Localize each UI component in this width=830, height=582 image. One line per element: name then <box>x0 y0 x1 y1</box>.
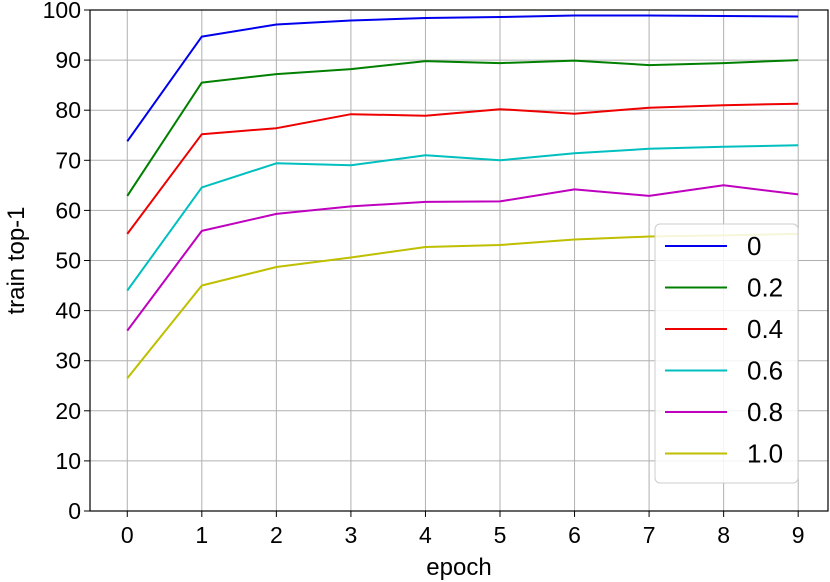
y-tick-label: 0 <box>68 498 81 524</box>
series-lines <box>126 14 799 379</box>
legend-label: 0.4 <box>747 314 783 344</box>
legend-label: 0 <box>747 231 761 261</box>
x-tick-label: 0 <box>121 522 134 548</box>
x-tick-label: 8 <box>717 522 730 548</box>
y-tick-label: 90 <box>55 47 81 73</box>
series-line-0.6 <box>126 144 799 292</box>
y-tick-label: 10 <box>55 448 81 474</box>
y-tick-label: 70 <box>55 147 81 173</box>
legend-label: 0.8 <box>747 397 783 427</box>
y-tick-label: 100 <box>43 0 81 23</box>
series-line-0.2 <box>126 59 799 197</box>
legend: 0 0.2 0.4 0.6 0.8 1.0 <box>654 223 799 484</box>
y-tick-label: 80 <box>55 97 81 123</box>
x-axis-label: epoch <box>426 554 491 581</box>
legend-label: 1.0 <box>747 439 783 469</box>
legend-label: 0.2 <box>747 273 783 303</box>
series-line-0 <box>126 14 799 142</box>
x-tick-label: 9 <box>792 522 805 548</box>
x-tick-label: 6 <box>568 522 581 548</box>
y-tick-label: 50 <box>55 248 81 274</box>
y-tick-label: 40 <box>55 298 81 324</box>
y-tick-label: 30 <box>55 348 81 374</box>
legend-box <box>654 223 799 484</box>
y-axis-label: train top-1 <box>3 206 30 314</box>
series-line-0.8 <box>126 184 799 332</box>
legend-label: 0.6 <box>747 356 783 386</box>
series-line-0.4 <box>126 102 799 235</box>
y-tick-label: 60 <box>55 197 81 223</box>
x-tick-label: 7 <box>643 522 656 548</box>
x-tick-label: 3 <box>345 522 358 548</box>
x-tick-label: 4 <box>419 522 432 548</box>
y-tick-label: 20 <box>55 398 81 424</box>
x-tick-label: 5 <box>494 522 507 548</box>
x-tick-label: 2 <box>270 522 283 548</box>
x-tick-label: 1 <box>195 522 208 548</box>
